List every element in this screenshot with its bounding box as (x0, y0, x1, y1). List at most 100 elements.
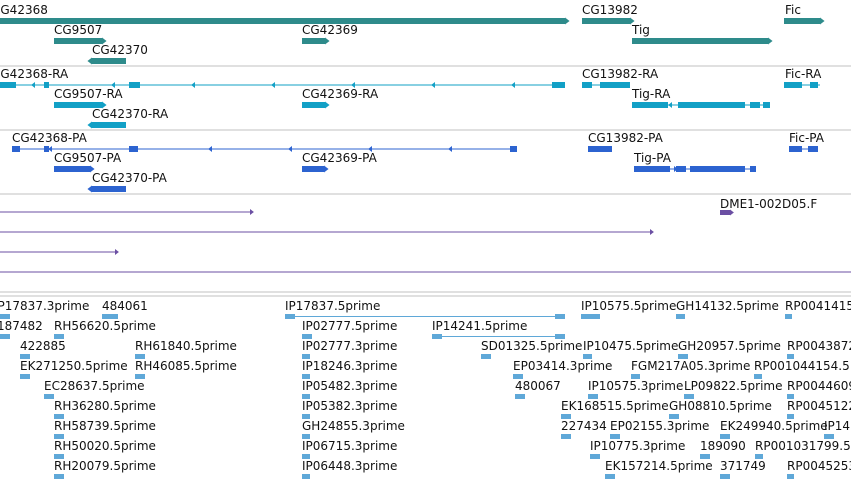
est-block[interactable] (754, 374, 762, 379)
est-block[interactable] (432, 334, 442, 339)
est-block[interactable] (135, 354, 145, 359)
rna-glyph[interactable] (54, 102, 102, 108)
protein-exon[interactable] (750, 166, 756, 172)
feature-label: EP02155.3prime (610, 419, 709, 433)
feature-label: EP03414.3prime (513, 359, 612, 373)
feature-label: IP18246.3prime (302, 359, 397, 373)
protein-exon[interactable] (808, 146, 818, 152)
est-block[interactable] (720, 434, 730, 439)
est-block[interactable] (631, 374, 640, 379)
protein-glyph[interactable] (54, 166, 90, 172)
est-block[interactable] (302, 394, 310, 399)
rna-exon[interactable] (784, 82, 802, 88)
est-block[interactable] (54, 334, 64, 339)
est-block[interactable] (824, 434, 834, 439)
rna-exon[interactable] (582, 82, 592, 88)
feature-label: RP001044154.5 (754, 359, 850, 373)
est-block[interactable] (20, 374, 30, 379)
protein-exon[interactable] (44, 146, 49, 152)
est-block[interactable] (54, 474, 64, 479)
est-block[interactable] (102, 314, 118, 319)
est-block[interactable] (302, 454, 310, 459)
protein-exon[interactable] (588, 146, 612, 152)
est-block[interactable] (302, 474, 310, 479)
est-block[interactable] (684, 394, 694, 399)
est-block[interactable] (54, 454, 64, 459)
est-block[interactable] (678, 354, 688, 359)
rna-exon[interactable] (763, 102, 770, 108)
est-block[interactable] (285, 314, 295, 319)
gene-glyph[interactable] (54, 38, 102, 44)
protein-exon[interactable] (676, 166, 686, 172)
est-block[interactable] (561, 434, 571, 439)
est-block[interactable] (561, 414, 571, 419)
rna-exon[interactable] (552, 82, 565, 88)
est-block[interactable] (583, 354, 592, 359)
est-block[interactable] (302, 374, 310, 379)
protein-exon[interactable] (129, 146, 138, 152)
protein-glyph[interactable] (302, 166, 324, 172)
est-block[interactable] (135, 374, 145, 379)
est-block[interactable] (787, 414, 794, 419)
est-block[interactable] (610, 434, 620, 439)
est-block[interactable] (54, 414, 64, 419)
gene-glyph[interactable] (0, 18, 565, 24)
est-block[interactable] (555, 334, 565, 339)
rna-exon[interactable] (678, 102, 745, 108)
est-block[interactable] (755, 454, 763, 459)
est-block[interactable] (720, 474, 730, 479)
est-block[interactable] (787, 474, 794, 479)
insert-glyph[interactable] (720, 210, 730, 215)
rna-exon[interactable] (632, 102, 668, 108)
gene-glyph[interactable] (632, 38, 768, 44)
protein-glyph[interactable] (92, 186, 126, 192)
protein-exon[interactable] (690, 166, 745, 172)
est-block[interactable] (785, 314, 792, 319)
est-block[interactable] (669, 414, 679, 419)
est-block[interactable] (20, 354, 30, 359)
est-block[interactable] (54, 434, 64, 439)
rna-exon[interactable] (44, 82, 49, 88)
est-block[interactable] (676, 314, 685, 319)
est-block[interactable] (581, 314, 600, 319)
est-block[interactable] (302, 354, 310, 359)
est-block[interactable] (0, 314, 10, 319)
est-block[interactable] (302, 334, 312, 339)
est-block[interactable] (481, 354, 491, 359)
protein-exon[interactable] (634, 166, 670, 172)
rna-exon[interactable] (810, 82, 818, 88)
rna-exon[interactable] (600, 82, 630, 88)
feature-label: RH20079.5prime (54, 459, 156, 473)
strand-arrow (288, 146, 292, 152)
gene-glyph[interactable] (784, 18, 820, 24)
est-block[interactable] (787, 354, 794, 359)
feature-label: CG9507 (54, 23, 102, 37)
rna-exon[interactable] (129, 82, 140, 88)
gene-glyph[interactable] (302, 38, 325, 44)
est-block[interactable] (0, 334, 10, 339)
feature-label: IP14241.5prime (432, 319, 527, 333)
rna-exon[interactable] (750, 102, 760, 108)
est-block[interactable] (787, 394, 794, 399)
est-block[interactable] (555, 314, 565, 319)
est-block[interactable] (605, 474, 615, 479)
rna-exon[interactable] (0, 82, 16, 88)
est-block[interactable] (515, 394, 525, 399)
gene-glyph[interactable] (92, 58, 126, 64)
est-block[interactable] (302, 414, 310, 419)
est-block[interactable] (590, 454, 600, 459)
protein-exon[interactable] (12, 146, 20, 152)
est-block[interactable] (513, 374, 523, 379)
protein-exon[interactable] (510, 146, 517, 152)
protein-exon[interactable] (789, 146, 802, 152)
est-block[interactable] (700, 454, 710, 459)
est-block[interactable] (44, 394, 54, 399)
rna-glyph[interactable] (302, 102, 325, 108)
est-block[interactable] (588, 394, 598, 399)
feature-label: CG42369 (302, 23, 358, 37)
rna-glyph[interactable] (92, 122, 126, 128)
gene-glyph[interactable] (582, 18, 630, 24)
est-block[interactable] (302, 434, 310, 439)
